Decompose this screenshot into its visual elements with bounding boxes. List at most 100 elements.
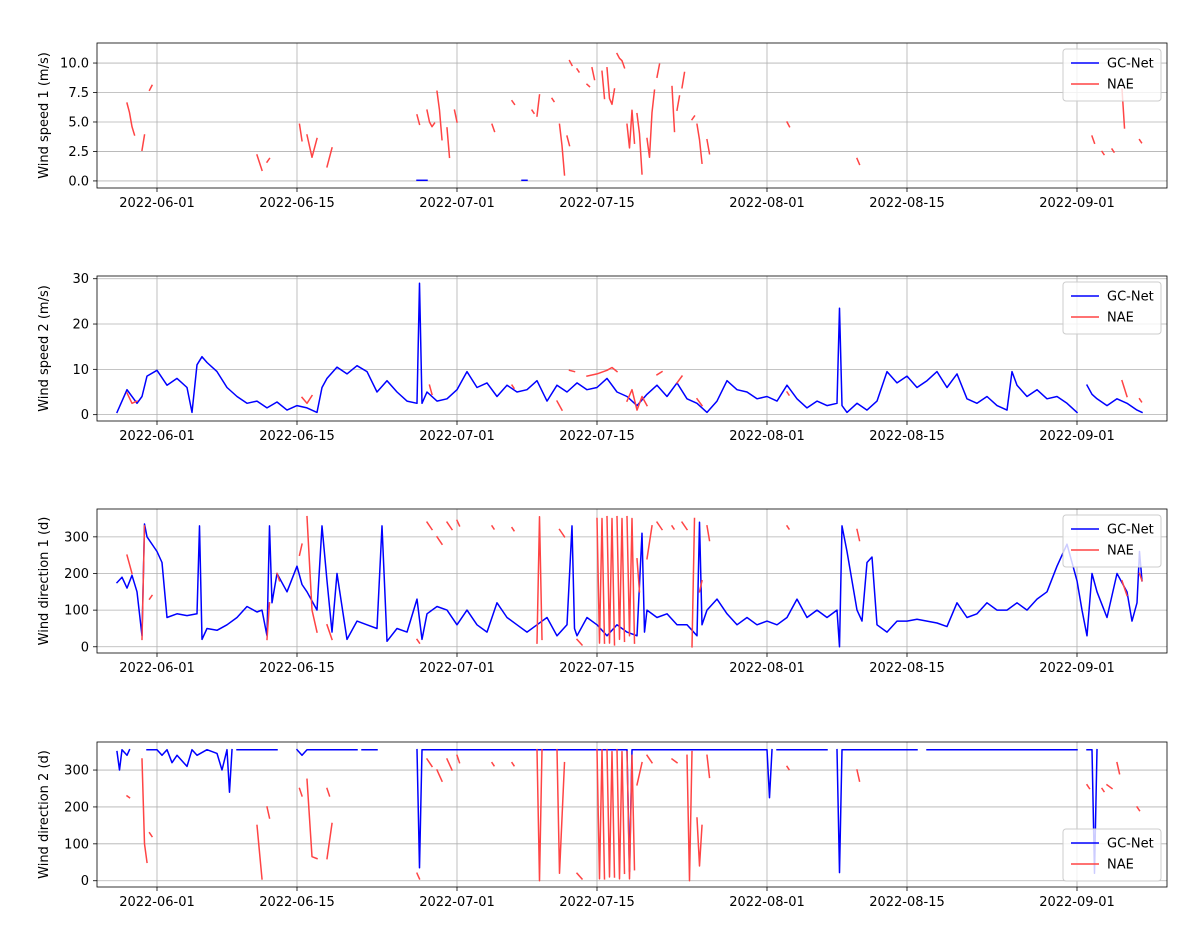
series-line-segment xyxy=(306,134,318,159)
series-line-segment xyxy=(636,761,643,786)
series-line-segment xyxy=(510,761,516,767)
series-line-segment xyxy=(530,109,536,115)
series-line-segment xyxy=(680,521,689,531)
y-tick-label: 10.0 xyxy=(60,57,89,72)
series-line-segment xyxy=(298,787,303,797)
series-line-segment xyxy=(266,602,271,641)
series-line-segment xyxy=(141,758,148,864)
x-tick-label: 2022-07-01 xyxy=(419,895,495,910)
x-tick-label: 2022-08-01 xyxy=(729,895,805,910)
series-line-segment xyxy=(675,375,684,384)
series-line-segment xyxy=(415,638,421,645)
series-line-segment xyxy=(1085,783,1091,790)
series-line-segment xyxy=(681,71,686,89)
series-line-segment xyxy=(591,66,596,81)
series-line-segment xyxy=(645,754,654,764)
series-line-segment xyxy=(416,113,421,126)
subplot-1: 2022-06-01 2022-06-15 2022-07-01 2022-07-15… xyxy=(37,42,1168,211)
series-line-segment xyxy=(326,146,333,168)
x-tick-label: 2022-08-15 xyxy=(869,661,945,676)
series-line-segment xyxy=(1091,135,1096,145)
x-tick-label: 2022-07-15 xyxy=(559,895,635,910)
series-line-segment xyxy=(510,99,516,106)
series-line-segment xyxy=(266,806,271,819)
legend-label: NAE xyxy=(1107,78,1134,93)
series-line-segment xyxy=(306,515,318,633)
series-line-segment xyxy=(536,94,541,117)
series-line-segment xyxy=(115,521,1143,648)
series-line-segment xyxy=(445,521,454,531)
series-line-segment xyxy=(596,748,606,880)
x-tick-label: 2022-09-01 xyxy=(1039,895,1115,910)
x-tick-label: 2022-06-01 xyxy=(119,661,195,676)
series-line-segment xyxy=(425,521,434,531)
series-line-segment xyxy=(1100,150,1106,156)
series-line-segment xyxy=(428,384,433,396)
series-line-segment xyxy=(676,95,681,112)
legend-label: GC-Net xyxy=(1107,57,1154,72)
series-line-segment xyxy=(695,397,704,407)
y-tick-label: 200 xyxy=(64,800,89,815)
series-line-segment xyxy=(655,521,664,531)
series-line-segment xyxy=(1110,148,1116,154)
x-tick-label: 2022-07-01 xyxy=(419,429,495,444)
x-tick-label: 2022-08-15 xyxy=(869,895,945,910)
series-line-segment xyxy=(706,138,711,155)
legend: GC-Net NAE xyxy=(1062,48,1162,102)
series-line-segment xyxy=(436,90,443,141)
y-axis-label: Wind direction 2 (d) xyxy=(37,750,52,879)
x-tick-label: 2022-09-01 xyxy=(1039,196,1115,211)
series-line-segment xyxy=(556,748,566,875)
axes-frame xyxy=(96,42,1168,189)
series-line-segment xyxy=(568,59,574,67)
legend-label: NAE xyxy=(1107,544,1134,559)
series-line-segment xyxy=(456,754,461,764)
series-line-segment xyxy=(646,89,656,159)
x-tick-label: 2022-09-01 xyxy=(1039,429,1115,444)
y-tick-label: 20 xyxy=(72,318,89,333)
legend: GC-Net NAE xyxy=(1062,281,1162,335)
series-line-segment xyxy=(616,748,626,880)
series-nae xyxy=(125,748,1141,882)
series-line-segment xyxy=(1121,579,1128,597)
series-line-segment xyxy=(125,391,138,405)
legend-box xyxy=(1062,514,1162,568)
series-line-segment xyxy=(326,787,331,797)
x-tick-label: 2022-07-15 xyxy=(559,429,635,444)
y-tick-label: 100 xyxy=(64,604,89,619)
series-line-segment xyxy=(416,748,773,873)
series-line-segment xyxy=(585,83,591,88)
series-line-segment xyxy=(426,109,436,128)
series-line-segment xyxy=(116,748,131,771)
y-tick-label: 7.5 xyxy=(68,86,89,101)
x-tick-label: 2022-07-15 xyxy=(559,196,635,211)
series-line-segment xyxy=(490,524,496,530)
y-tick-label: 0 xyxy=(81,874,89,889)
y-tick-label: 300 xyxy=(64,530,89,545)
series-line-segment xyxy=(446,758,453,771)
series-nae xyxy=(125,366,1143,412)
x-tick-label: 2022-06-15 xyxy=(259,196,335,211)
series-line-segment xyxy=(558,123,566,176)
series-nae xyxy=(126,515,1143,648)
subplot-2: 2022-06-01 2022-06-15 2022-07-01 2022-07-15… xyxy=(37,272,1168,444)
legend-label: GC-Net xyxy=(1107,523,1154,538)
series-line-segment xyxy=(646,525,653,560)
x-tick-label: 2022-06-01 xyxy=(119,895,195,910)
y-tick-label: 5.0 xyxy=(68,115,89,130)
series-line-segment xyxy=(148,831,154,838)
series-line-segment xyxy=(596,517,606,644)
subplot-4: 2022-06-01 2022-06-15 2022-07-01 2022-07-15… xyxy=(37,741,1168,910)
series-line-segment xyxy=(298,123,303,142)
x-tick-label: 2022-08-15 xyxy=(869,429,945,444)
series-line-segment xyxy=(626,388,649,411)
series-line-segment xyxy=(491,123,496,133)
x-tick-label: 2022-08-01 xyxy=(729,429,805,444)
series-line-segment xyxy=(300,394,314,405)
y-axis-label: Wind speed 2 (m/s) xyxy=(37,285,52,412)
series-line-segment xyxy=(146,748,233,793)
series-line-segment xyxy=(425,757,434,768)
series-line-segment xyxy=(575,872,584,880)
series-line-segment xyxy=(1085,384,1143,414)
series-line-segment xyxy=(670,757,679,764)
